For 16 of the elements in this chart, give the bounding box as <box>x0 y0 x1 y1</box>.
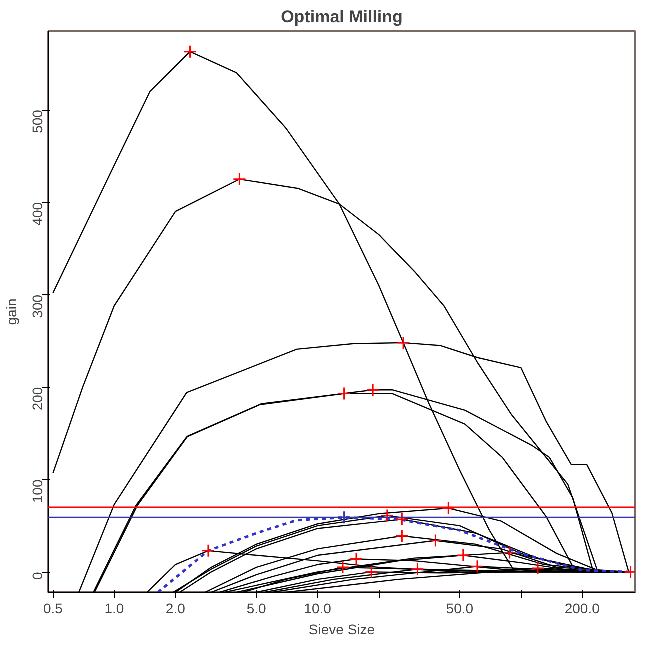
y-tick-label: 500 <box>30 110 46 134</box>
x-tick-label: 5.0 <box>246 600 267 616</box>
y-tick-label: 0 <box>30 572 46 580</box>
y-axis-title: gain <box>4 298 20 326</box>
x-tick-label: 2.0 <box>166 600 186 616</box>
chart-title: Optimal Milling <box>281 8 403 26</box>
y-tick-label: 100 <box>30 480 46 504</box>
x-tick-label: 1.0 <box>104 600 124 616</box>
y-tick-label: 200 <box>30 387 46 411</box>
x-tick-label: 0.5 <box>43 600 64 616</box>
x-tick-label: 10.0 <box>304 600 332 616</box>
y-tick-label: 400 <box>30 202 46 226</box>
x-axis-title: Sieve Size <box>308 622 376 638</box>
x-tick-label: 200.0 <box>564 600 600 616</box>
x-tick-label: 50.0 <box>446 600 474 616</box>
y-tick-label: 300 <box>30 294 46 318</box>
